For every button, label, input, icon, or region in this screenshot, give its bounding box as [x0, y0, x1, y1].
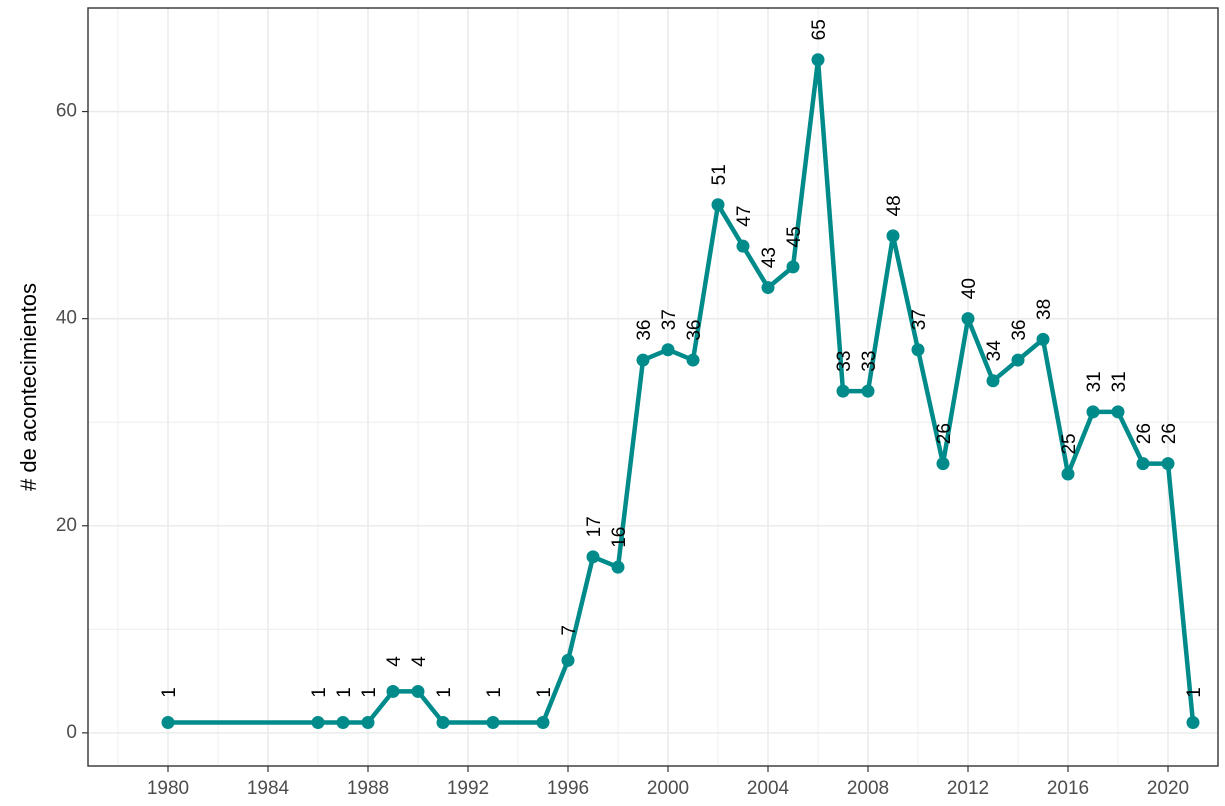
data-point: [636, 353, 650, 367]
data-point: [1111, 405, 1125, 419]
data-point: [911, 343, 925, 357]
data-label: 31: [1084, 371, 1105, 392]
y-tick-label: 20: [56, 515, 77, 536]
series-line-layer: [165, 57, 1196, 725]
data-point: [611, 560, 625, 574]
x-tick-label: 2008: [847, 778, 889, 799]
data-point: [811, 53, 825, 67]
x-tick-label: 2020: [1147, 778, 1189, 799]
data-point: [386, 684, 400, 698]
x-tick-label: 2004: [747, 778, 790, 799]
data-point: [836, 384, 850, 398]
data-point: [161, 716, 175, 730]
data-label: 17: [584, 516, 605, 537]
data-label: 1: [359, 687, 380, 698]
data-point: [411, 684, 425, 698]
panel-border: [87, 7, 1219, 767]
data-point: [1036, 332, 1050, 346]
data-label: 40: [959, 278, 980, 299]
data-label: 1: [434, 687, 455, 698]
data-label: 4: [409, 656, 430, 667]
data-label: 7: [559, 625, 580, 636]
data-label: 37: [659, 309, 680, 330]
y-axis-title: # de acontecimientos: [16, 283, 41, 491]
data-point: [736, 239, 750, 253]
data-label: 51: [709, 164, 730, 185]
data-point: [336, 716, 350, 730]
data-point: [536, 716, 550, 730]
data-label: 65: [809, 19, 830, 40]
x-tick-label: 2000: [647, 778, 689, 799]
data-point: [586, 550, 600, 564]
grid: [88, 7, 1219, 766]
data-point: [711, 198, 725, 212]
x-tick-label: 1992: [447, 778, 489, 799]
data-point: [786, 260, 800, 274]
data-label: 37: [909, 309, 930, 330]
data-label: 48: [884, 195, 905, 216]
data-point: [936, 457, 950, 471]
data-label: 34: [984, 340, 1005, 362]
data-point: [311, 716, 325, 730]
data-point: [661, 343, 675, 357]
data-point: [561, 653, 575, 667]
data-label: 36: [634, 320, 655, 341]
data-label: 1: [159, 687, 180, 698]
data-point: [686, 353, 700, 367]
data-label: 26: [1159, 423, 1180, 444]
x-tick-label: 1988: [347, 778, 389, 799]
data-label: 26: [934, 423, 955, 444]
data-point: [1061, 467, 1075, 481]
data-label: 1: [334, 687, 355, 698]
data-point: [361, 716, 375, 730]
data-label: 4: [384, 656, 405, 667]
data-point: [1161, 457, 1175, 471]
data-label: 36: [684, 320, 705, 341]
data-label: 1: [1184, 687, 1205, 698]
data-point: [1136, 457, 1150, 471]
data-label: 1: [484, 687, 505, 698]
data-label: 1: [534, 687, 555, 698]
y-tick-label: 40: [56, 308, 77, 329]
data-label: 25: [1059, 433, 1080, 454]
data-label: 33: [834, 351, 855, 372]
data-point: [436, 716, 450, 730]
data-point: [1011, 353, 1025, 367]
x-tick-label: 2012: [947, 778, 989, 799]
data-label: 38: [1034, 299, 1055, 320]
data-label: 1: [309, 687, 330, 698]
data-points: [161, 53, 1200, 730]
data-label: 47: [734, 206, 755, 227]
axes: 1980 1984 1988 1992 1996 2000 2004 2008 2012 2016…: [56, 101, 1189, 799]
data-point: [1086, 405, 1100, 419]
data-point: [961, 312, 975, 326]
x-tick-label: 1980: [147, 778, 189, 799]
data-label: 43: [759, 247, 780, 268]
series-line: [165, 57, 1196, 725]
data-point: [1186, 716, 1200, 730]
data-point: [486, 716, 500, 730]
data-point: [886, 229, 900, 243]
data-label: 26: [1134, 423, 1155, 444]
data-point: [986, 374, 1000, 388]
data-point: [761, 281, 775, 295]
data-point: [861, 384, 875, 398]
data-label: 36: [1009, 320, 1030, 341]
y-tick-label: 0: [66, 722, 77, 743]
x-tick-label: 1996: [547, 778, 589, 799]
y-tick-label: 60: [56, 101, 77, 122]
data-label: 45: [784, 226, 805, 247]
data-label: 31: [1109, 371, 1130, 392]
data-label: 16: [609, 527, 630, 548]
x-tick-label: 1984: [247, 778, 290, 799]
x-tick-label: 2016: [1047, 778, 1089, 799]
data-label: 33: [859, 351, 880, 372]
